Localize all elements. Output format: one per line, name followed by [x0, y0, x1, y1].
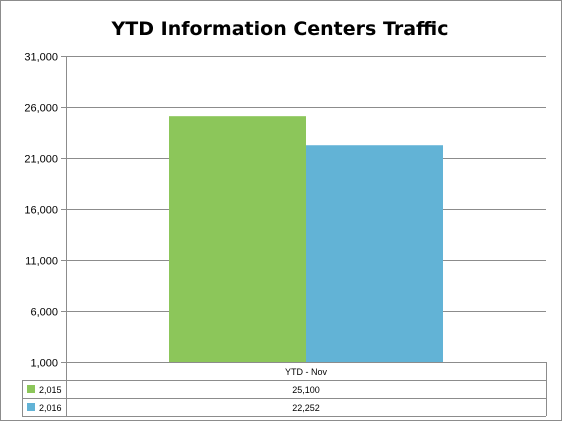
- legend-label: 2,016: [39, 403, 62, 413]
- data-table: YTD - Nov 2,015 25,100 2,016 22,252: [22, 362, 547, 417]
- table-value: 22,252: [292, 403, 320, 413]
- chart-title: YTD Information Centers Traffic: [111, 18, 449, 40]
- table-value: 25,100: [292, 385, 320, 395]
- y-axis: 1,000 6,000 11,000 16,000 21,000 26,000 31,000: [24, 52, 58, 370]
- y-tick-label: 16,000: [24, 205, 58, 217]
- bars: [169, 116, 443, 363]
- legend-label: 2,015: [39, 385, 62, 395]
- bar-2016: [306, 145, 443, 362]
- y-tick-label: 31,000: [24, 52, 58, 64]
- y-tick-label: 26,000: [24, 103, 58, 115]
- y-tick-label: 21,000: [24, 154, 58, 166]
- table-category-label: YTD - Nov: [285, 367, 328, 377]
- legend-swatch: [27, 403, 35, 411]
- y-tick-label: 1,000: [30, 358, 58, 370]
- bar-2015: [169, 116, 306, 363]
- legend-swatch: [27, 385, 35, 393]
- y-tick-label: 6,000: [30, 307, 58, 319]
- y-tick-label: 11,000: [25, 256, 58, 268]
